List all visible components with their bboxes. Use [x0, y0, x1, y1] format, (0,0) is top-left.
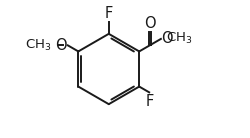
Text: CH$_3$: CH$_3$: [25, 38, 51, 53]
Text: O: O: [162, 31, 173, 46]
Text: F: F: [146, 94, 154, 109]
Text: CH$_3$: CH$_3$: [166, 31, 192, 47]
Text: F: F: [105, 6, 113, 21]
Text: O: O: [56, 38, 67, 53]
Text: O: O: [144, 16, 156, 31]
